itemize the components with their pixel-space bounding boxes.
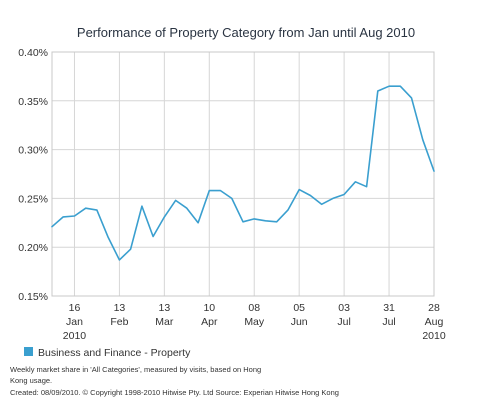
x-tick-label-line: 03 <box>338 302 350 314</box>
x-tick-label-line: 2010 <box>63 330 87 342</box>
x-tick-label-line: Jun <box>291 316 308 328</box>
grid <box>52 51 435 297</box>
x-tick-label: 08 May <box>244 302 265 328</box>
x-tick-label: 13 Feb <box>110 302 128 328</box>
x-tick-label: 05 Jun <box>291 302 308 328</box>
x-tick-label: 13 Mar <box>155 302 174 328</box>
legend: Business and Finance - Property <box>24 347 191 359</box>
x-tick-label-line: 08 <box>248 302 260 314</box>
x-tick-label-line: 16 <box>69 302 81 314</box>
x-tick-label-line: Jul <box>382 316 395 328</box>
x-tick-label: 28 Aug 2010 <box>422 302 446 342</box>
y-axis-ticks: 0.15% 0.20% 0.25% 0.30% 0.35% 0.40% <box>18 47 48 303</box>
x-tick-label-line: Aug <box>425 316 444 328</box>
y-tick-label: 0.40% <box>18 47 48 59</box>
footer-line-1: Weekly market share in 'All Categories',… <box>10 365 261 374</box>
x-tick-label-line: 2010 <box>422 330 446 342</box>
x-tick-label-line: 31 <box>383 302 395 314</box>
legend-swatch <box>24 347 33 356</box>
y-tick-label: 0.25% <box>18 193 48 205</box>
x-tick-label: 10 Apr <box>201 302 218 328</box>
y-tick-label: 0.15% <box>18 291 48 303</box>
chart-title: Performance of Property Category from Ja… <box>77 25 415 40</box>
x-tick-label-line: Apr <box>201 316 218 328</box>
y-tick-label: 0.30% <box>18 145 48 157</box>
x-tick-label: 31 Jul <box>382 302 395 328</box>
x-tick-label-line: Jul <box>337 316 350 328</box>
footer-line-3: Created: 08/09/2010. © Copyright 1998-20… <box>10 388 339 397</box>
series-layer <box>51 85 435 261</box>
y-tick-label: 0.35% <box>18 96 48 108</box>
x-tick-label-line: 13 <box>159 302 171 314</box>
x-tick-label-line: 05 <box>293 302 305 314</box>
footer: Weekly market share in 'All Categories',… <box>10 365 339 397</box>
x-tick-label: 03 Jul <box>337 302 350 328</box>
series-line <box>51 85 435 261</box>
x-tick-label-line: Feb <box>110 316 128 328</box>
x-tick-label-line: 28 <box>428 302 440 314</box>
x-axis-ticks: 16Jan201013Feb13Mar10Apr08May05Jun03Jul3… <box>63 302 446 342</box>
x-tick-label-line: 13 <box>114 302 126 314</box>
legend-label: Business and Finance - Property <box>38 347 191 359</box>
x-tick-label-line: Mar <box>155 316 174 328</box>
x-tick-label: 16 Jan 2010 <box>63 302 87 342</box>
footer-line-2: Kong usage. <box>10 376 52 385</box>
x-tick-label-line: Jan <box>66 316 83 328</box>
x-tick-label-line: May <box>244 316 265 328</box>
y-tick-label: 0.20% <box>18 242 48 254</box>
plot-frame <box>51 51 435 297</box>
x-tick-label-line: 10 <box>203 302 215 314</box>
